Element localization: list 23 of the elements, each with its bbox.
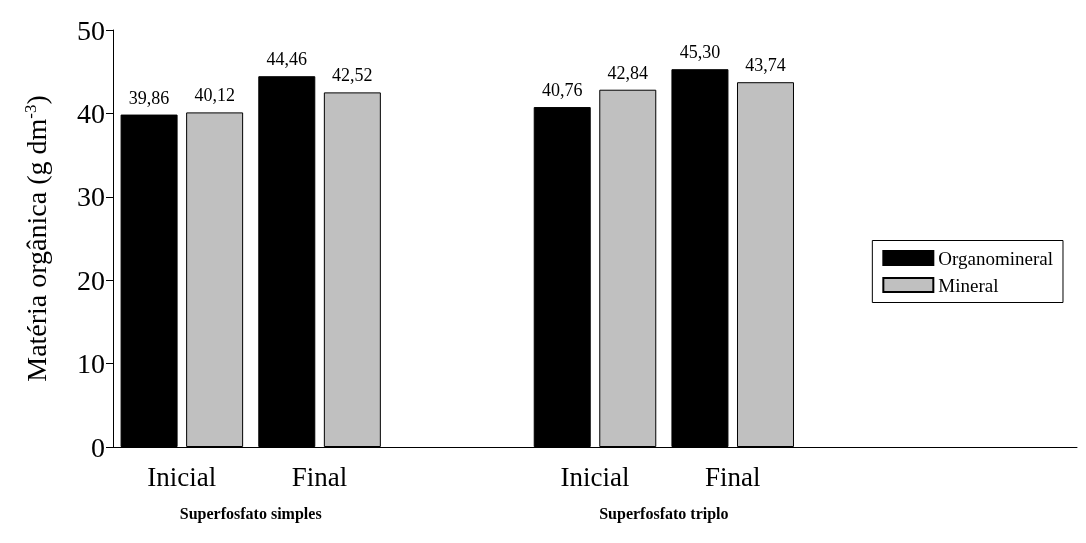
x-tick-label: Final bbox=[704, 461, 761, 492]
y-tick-label: 40 bbox=[77, 97, 105, 129]
y-axis-title: Matéria orgânica (g dm-3) bbox=[21, 95, 52, 382]
text: Superfosfato simples bbox=[179, 504, 322, 523]
x-tick-label: Final bbox=[291, 461, 348, 492]
y-tick-label: 30 bbox=[77, 181, 105, 213]
y-tick-label: 20 bbox=[77, 264, 105, 296]
y-tick-label: 10 bbox=[77, 348, 105, 380]
legend-label: Organomineral bbox=[938, 247, 1053, 269]
text: Superfosfato triplo bbox=[599, 504, 729, 523]
data-label: 39,86 bbox=[128, 87, 170, 108]
data-label: 42,52 bbox=[332, 65, 373, 86]
data-label: 40,76 bbox=[541, 80, 583, 101]
data-label: 42,84 bbox=[607, 62, 649, 83]
legend-label: Mineral bbox=[938, 274, 999, 296]
x-tick-label: Inicial bbox=[147, 461, 217, 492]
data-label: 43,74 bbox=[745, 55, 786, 76]
y-tick-label: 50 bbox=[77, 14, 105, 46]
data-label: 45,30 bbox=[679, 42, 721, 63]
data-label: 40,12 bbox=[194, 85, 235, 106]
data-label: 44,46 bbox=[266, 49, 308, 70]
y-tick-label: 0 bbox=[91, 431, 105, 463]
x-tick-label: Inicial bbox=[560, 461, 630, 492]
